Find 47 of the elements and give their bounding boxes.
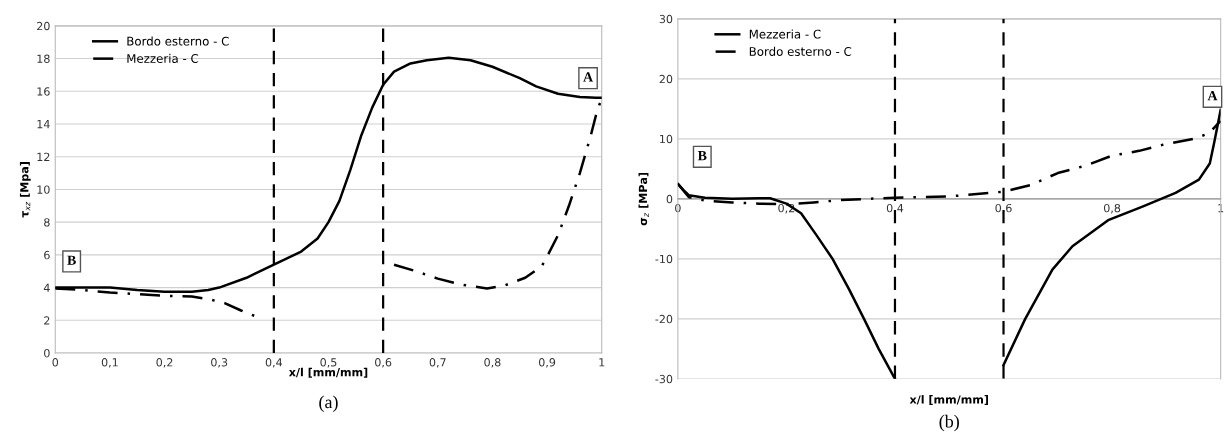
x-tick-label: 0 — [675, 203, 681, 213]
annotation: A — [1207, 91, 1218, 101]
x-tick-label: 0 — [52, 358, 59, 367]
y-tick-label: 0 — [44, 349, 50, 358]
annotation: B — [697, 151, 707, 161]
y-tick-label: 30 — [659, 14, 673, 24]
x-tick-label: 0,8 — [1103, 203, 1121, 214]
y-tick-label: 4 — [43, 283, 50, 292]
y-tick-label: -10 — [655, 254, 673, 264]
y-tick-label: 20 — [659, 74, 673, 84]
y-tick-label: 12 — [37, 152, 50, 161]
x-tick-label: 0,7 — [429, 358, 446, 368]
x-tick-label: 0,6 — [995, 203, 1012, 214]
x-tick-label: 0,8 — [484, 358, 501, 368]
text: (b) — [939, 414, 959, 432]
legend-label: Bordo esterno - C — [749, 46, 852, 56]
y-tick-label: -20 — [655, 314, 673, 324]
x-axis-title: x/l [mm/mm] — [288, 367, 368, 378]
annotation: B — [67, 255, 76, 265]
legend-label: Mezzeria - C — [749, 29, 821, 39]
x-tick-label: 0,5 — [320, 358, 337, 368]
y-tick-label: -30 — [655, 374, 673, 384]
y-tick-label: 18 — [37, 54, 50, 63]
text: (a) — [319, 395, 338, 412]
legend-label: Bordo esterno - C — [127, 36, 229, 46]
x-tick-label: 0,2 — [156, 358, 173, 368]
x-tick-label: 1 — [1218, 204, 1224, 213]
x-axis-title: x/l [mm/mm] — [909, 395, 988, 405]
x-tick-label: 0,3 — [211, 358, 228, 368]
x-tick-label: 0,6 — [375, 358, 392, 368]
y-axis-title: σ$_{z}$ [MPa] — [638, 172, 649, 226]
legend-label: Mezzeria - C — [127, 53, 199, 63]
y-axis-title: τ$_{xz}$ [Mpa] — [19, 162, 31, 218]
y-tick-label: 14 — [37, 120, 50, 129]
x-tick-label: 0,9 — [538, 358, 556, 368]
annotation: A — [583, 72, 593, 82]
y-tick-label: 10 — [37, 185, 50, 194]
x-tick-label: 1 — [599, 358, 605, 367]
y-tick-label: 8 — [44, 218, 50, 227]
y-tick-label: 20 — [37, 21, 50, 31]
x-tick-label: 0,4 — [265, 358, 283, 368]
y-tick-label: 0 — [666, 194, 673, 204]
y-tick-label: 2 — [44, 316, 50, 325]
y-tick-label: 16 — [37, 87, 50, 96]
x-tick-label: 0,1 — [101, 358, 118, 368]
y-tick-label: 10 — [660, 134, 673, 144]
y-tick-label: 6 — [44, 250, 50, 260]
